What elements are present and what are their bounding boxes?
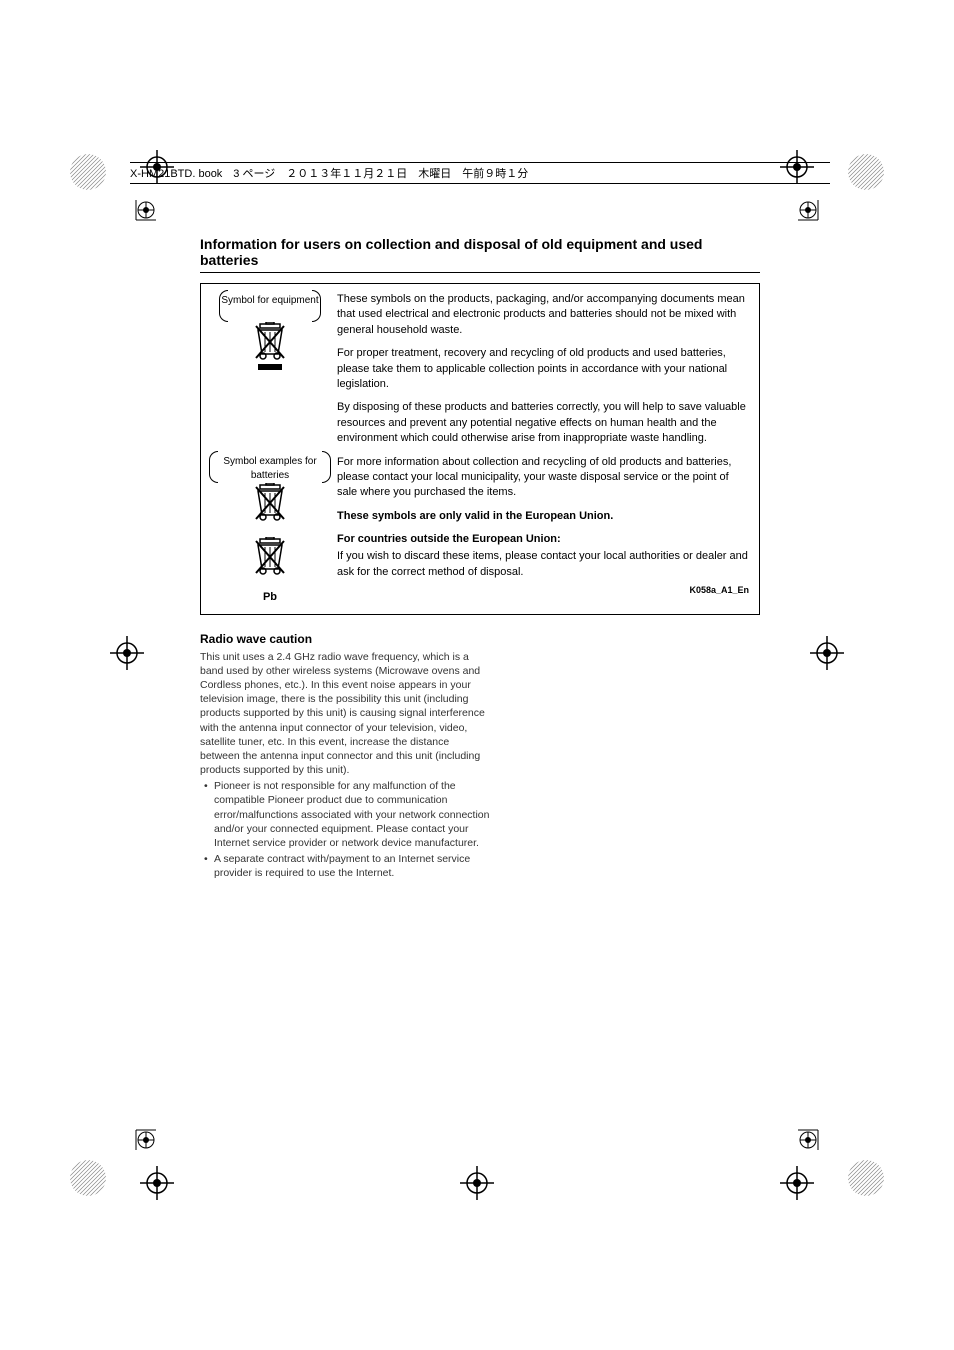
crop-mark-br-hatch [846, 1158, 886, 1198]
page-header: X-HM21BTD. book 3 ページ ２０１３年１１月２１日 木曜日 午前… [130, 162, 830, 184]
battery-bin-icon-2 [211, 537, 329, 584]
pb-label: Pb [211, 590, 329, 605]
info-p3: By disposing of these products and batte… [337, 400, 749, 446]
info-text-column: These symbols on the products, packaging… [329, 292, 749, 606]
radio-section: Radio wave caution This unit uses a 2.4 … [200, 631, 490, 881]
register-mark-bl [140, 1166, 174, 1200]
register-mark-br [780, 1166, 814, 1200]
radio-bullet-1: Pioneer is not responsible for any malfu… [200, 779, 490, 850]
register-mark-bc [460, 1166, 494, 1200]
radio-body: This unit uses a 2.4 GHz radio wave freq… [200, 650, 490, 778]
radio-title: Radio wave caution [200, 631, 490, 647]
corner-mark-tl [116, 200, 156, 240]
corner-mark-bl [116, 1110, 156, 1150]
info-box: Symbol for equipment Symbol examples for [200, 283, 760, 615]
info-title: Information for users on collection and … [200, 236, 760, 273]
page-content: Information for users on collection and … [200, 236, 760, 883]
corner-mark-br [798, 1110, 838, 1150]
symbol-label-equipment: Symbol for equipment [211, 292, 329, 318]
crop-mark-tl-hatch [68, 152, 108, 192]
info-p7: If you wish to discard these items, plea… [337, 549, 749, 580]
crop-mark-tr-hatch [846, 152, 886, 192]
register-mark-mr [810, 636, 844, 670]
battery-bin-icon-1 [211, 483, 329, 530]
crop-mark-bl-hatch [68, 1158, 108, 1198]
radio-bullet-2: A separate contract with/payment to an I… [200, 852, 490, 880]
header-text: X-HM21BTD. book 3 ページ ２０１３年１１月２１日 木曜日 午前… [130, 168, 528, 180]
info-p1: These symbols on the products, packaging… [337, 292, 749, 338]
info-p5: These symbols are only valid in the Euro… [337, 509, 749, 524]
info-symbols-column: Symbol for equipment Symbol examples for [211, 292, 329, 606]
register-mark-ml [110, 636, 144, 670]
symbol-label-batteries: Symbol examples for batteries [211, 453, 329, 479]
info-p2: For proper treatment, recovery and recyc… [337, 346, 749, 392]
corner-mark-tr [798, 200, 838, 240]
doc-code: K058a_A1_En [337, 584, 749, 597]
info-p6: For countries outside the European Union… [337, 532, 749, 547]
weee-bin-icon [211, 322, 329, 383]
info-p4: For more information about collection an… [337, 455, 749, 501]
